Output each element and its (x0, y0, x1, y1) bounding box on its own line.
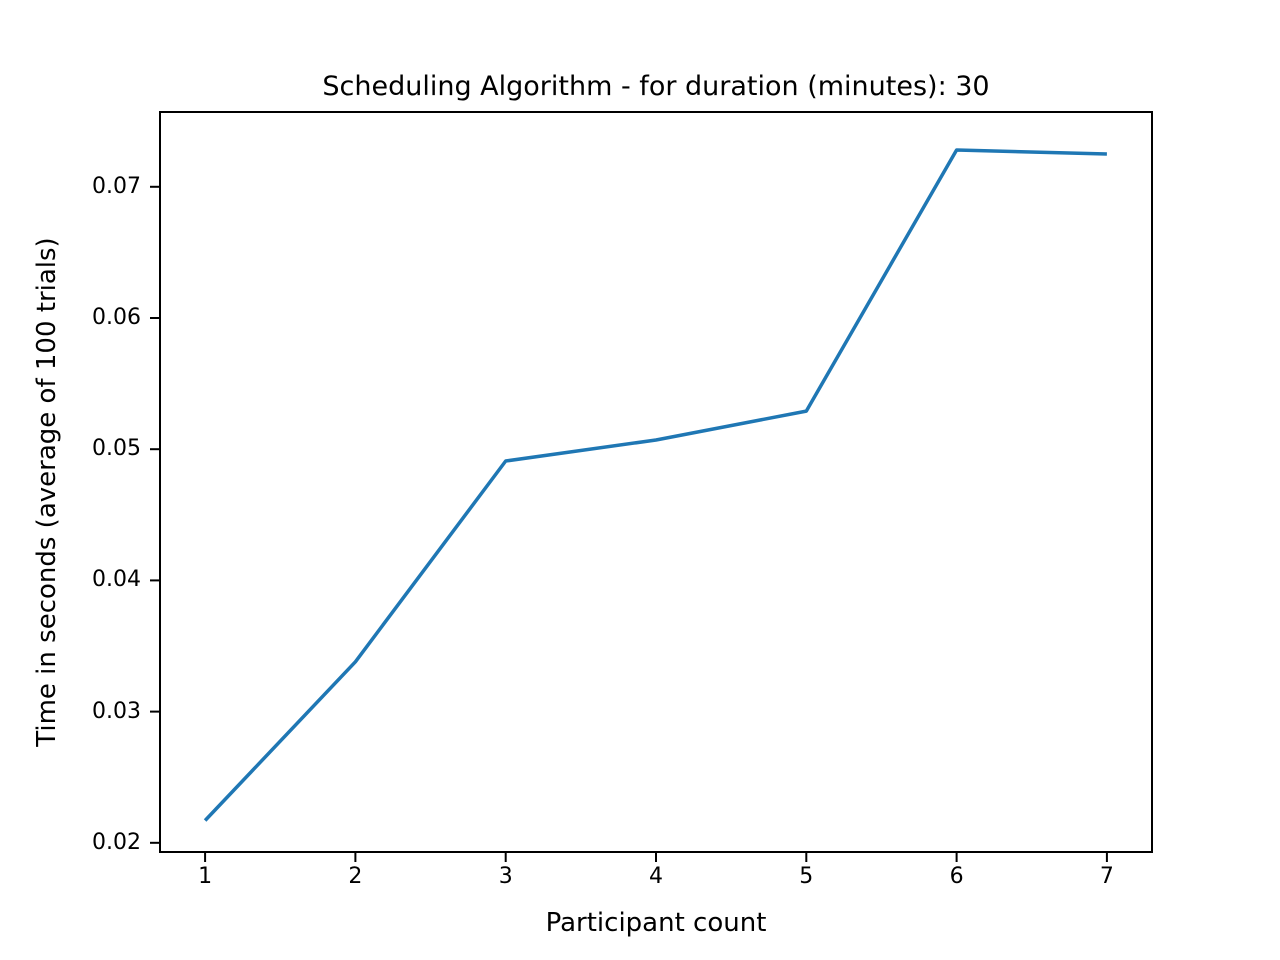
x-axis-label: Participant count (545, 908, 767, 938)
x-tick-label: 2 (348, 864, 363, 889)
x-tick-label: 6 (949, 864, 964, 889)
x-tick-label: 4 (649, 864, 663, 889)
x-tick-label: 7 (1099, 864, 1114, 889)
y-tick-label: 0.02 (92, 829, 141, 855)
y-tick-label: 0.05 (92, 436, 141, 462)
x-tick-label: 3 (498, 864, 513, 889)
chart-title: Scheduling Algorithm - for duration (min… (322, 71, 990, 102)
y-tick-label: 0.07 (92, 173, 141, 199)
x-tick-label: 1 (198, 864, 213, 889)
x-tick-label: 5 (799, 864, 814, 889)
data-line (203, 148, 1107, 822)
y-tick-label: 0.04 (92, 567, 141, 593)
y-tick-label: 0.03 (92, 698, 141, 724)
axes-spines (159, 111, 1153, 853)
axis-tick-marks (150, 185, 1108, 862)
axes-frame (159, 111, 1153, 853)
y-tick-label: 0.06 (92, 304, 141, 330)
